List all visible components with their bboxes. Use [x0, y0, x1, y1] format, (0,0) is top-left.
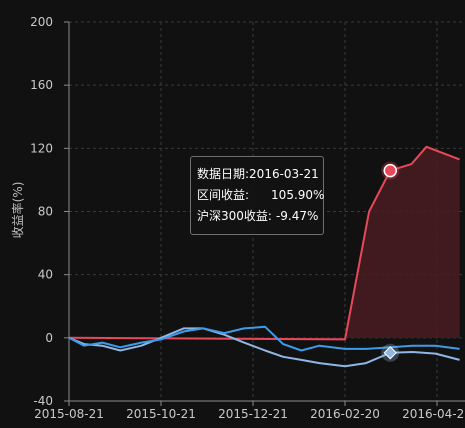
tooltip-interval-row: 区间收益: 105.90%: [197, 185, 325, 206]
y-tick-label: 120: [30, 141, 53, 155]
series-line-2: [68, 325, 460, 352]
y-tick-label: 200: [30, 15, 53, 29]
tooltip-interval-value: 105.90%: [271, 188, 325, 202]
marker-point: [383, 163, 397, 178]
x-tick-label: 2015-10-21: [126, 407, 196, 421]
data-tooltip: 数据日期:2016-03-21 区间收益: 105.90% 沪深300收益: -9.…: [190, 156, 324, 235]
y-tick-label: 160: [30, 78, 53, 92]
x-tick-label: 2016-04-21: [402, 407, 465, 421]
marker-diamond: [383, 346, 397, 360]
x-tick-label: 2015-08-21: [34, 407, 104, 421]
tooltip-hs300-value: -9.47%: [275, 209, 319, 223]
axis-ticks: -40 0 40 80 120 160 200 2015-08-21 2015-10-21 201…: [30, 15, 465, 421]
tooltip-date-label: 数据日期:: [197, 167, 250, 181]
tooltip-date-row: 数据日期:2016-03-21: [197, 164, 323, 185]
y-axis-label: 收益率(%): [10, 182, 25, 239]
tooltip-interval-label: 区间收益:: [197, 188, 250, 202]
tooltip-hs300-row: 沪深300收益: -9.47%: [197, 206, 323, 227]
y-tick-label: -40: [33, 394, 53, 408]
area-layer: [69, 146, 460, 340]
y-tick-label: 40: [38, 268, 53, 282]
tooltip-date-value: 2016-03-21: [249, 167, 319, 181]
x-tick-label: 2015-12-21: [218, 407, 288, 421]
y-tick-label: 80: [38, 205, 53, 219]
series-area-0: [69, 146, 460, 340]
tooltip-hs300-label: 沪深300收益:: [197, 209, 272, 223]
hover-markers: [381, 161, 400, 362]
x-tick-label: 2016-02-20: [310, 407, 380, 421]
y-tick-label: 0: [45, 331, 53, 345]
